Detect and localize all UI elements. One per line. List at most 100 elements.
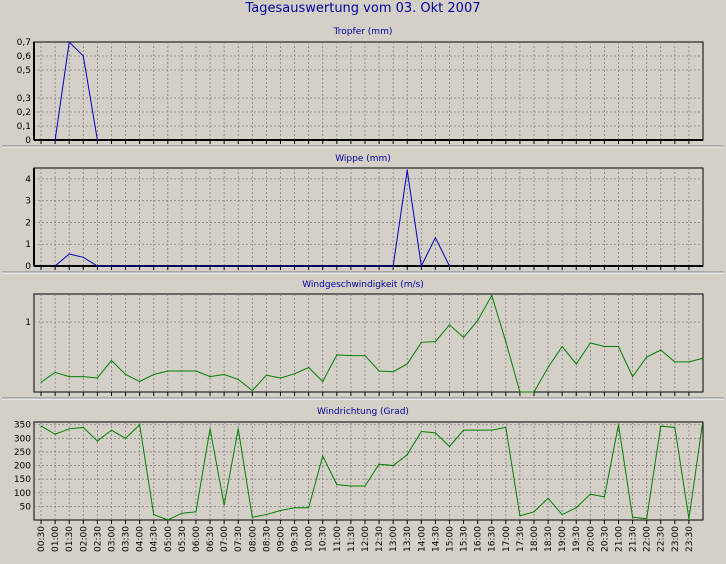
x-tick-label: 05:00 (164, 526, 174, 552)
x-tick-label: 10:00 (305, 526, 315, 552)
data-point (448, 445, 451, 448)
data-point (547, 497, 549, 499)
data-point (68, 376, 70, 378)
data-point (223, 373, 225, 376)
x-tick-label: 20:30 (600, 526, 610, 552)
data-point (420, 265, 422, 267)
data-point (575, 363, 577, 365)
data-point (265, 513, 267, 516)
data-point (617, 345, 620, 348)
y-tick-label: 0 (25, 262, 31, 272)
panel-title: Tropfer (mm) (333, 27, 393, 37)
data-point (322, 380, 324, 383)
panel-title: Windgeschwindigkeit (m/s) (302, 280, 424, 290)
x-tick-label: 10:30 (319, 526, 329, 552)
data-point (54, 433, 56, 435)
y-tick-label: 0,1 (17, 122, 31, 132)
y-tick-label: 0,3 (17, 94, 31, 104)
data-point (674, 361, 676, 363)
data-point (631, 516, 634, 518)
y-tick-label: 200 (14, 462, 31, 472)
data-point (646, 518, 648, 520)
data-point (491, 429, 493, 431)
data-point (237, 428, 239, 430)
data-point (139, 424, 141, 426)
y-tick-label: 300 (14, 434, 31, 444)
data-point (448, 324, 451, 326)
y-tick-label: 350 (14, 421, 31, 431)
data-point (96, 377, 98, 379)
data-point (477, 320, 479, 322)
data-point (124, 437, 127, 439)
data-point (589, 493, 591, 495)
y-tick-label: 250 (14, 448, 31, 458)
data-point (82, 426, 84, 429)
data-point (350, 485, 352, 487)
data-point (279, 377, 282, 379)
data-point (181, 512, 183, 514)
data-point (448, 265, 451, 267)
data-point (110, 359, 113, 362)
data-point (209, 428, 211, 430)
data-point (603, 496, 606, 498)
x-tick-label: 04:30 (150, 526, 160, 552)
data-point (434, 432, 436, 434)
data-point (701, 357, 704, 359)
panel-title: Wippe (mm) (335, 154, 391, 164)
data-point (646, 356, 648, 358)
data-point (68, 428, 70, 430)
data-point (336, 484, 338, 486)
x-tick-label: 19:30 (572, 526, 582, 552)
data-point (68, 253, 70, 255)
x-tick-label: 22:00 (643, 526, 653, 552)
x-tick-label: 23:00 (671, 526, 681, 552)
chart-panel-4: Windrichtung (Grad) 50 100 150 200 250 300 350 (14, 407, 704, 524)
plot-frame (33, 41, 704, 141)
data-point (293, 507, 296, 509)
data-point (519, 515, 521, 517)
x-tick-label: 05:30 (178, 526, 188, 552)
x-tick-label: 21:00 (614, 526, 624, 552)
y-tick-label: 0,6 (17, 52, 32, 62)
y-tick-label: 2 (25, 218, 31, 228)
y-tick-label: 0,2 (17, 108, 31, 118)
data-point (364, 485, 366, 487)
x-tick-label: 12:00 (361, 526, 371, 552)
data-point (237, 378, 239, 380)
x-tick-label: 01:30 (65, 526, 75, 552)
data-point (491, 294, 493, 296)
data-point (561, 513, 563, 516)
data-point (40, 425, 42, 427)
x-tick-label: 07:30 (234, 526, 244, 552)
x-tick-label: 02:00 (79, 526, 89, 552)
data-point (434, 341, 436, 343)
x-tick-label: 18:30 (544, 526, 554, 552)
data-point (420, 430, 422, 433)
chart-panel-2: Wippe (mm) 0 1 2 3 4 (2, 154, 724, 274)
x-tick-label: 14:00 (417, 526, 427, 552)
data-point (96, 440, 98, 442)
x-tick-label: 14:30 (431, 526, 441, 552)
y-tick-label: 4 (25, 175, 31, 185)
panel-title: Windrichtung (Grad) (317, 407, 409, 417)
x-tick-label: 17:00 (502, 526, 512, 552)
x-tick-label: 15:00 (445, 526, 455, 552)
data-point (82, 376, 84, 378)
x-tick-label: 06:30 (206, 526, 216, 552)
data-point (378, 463, 380, 465)
data-point (293, 373, 296, 375)
data-point (195, 511, 197, 513)
y-tick-label: 100 (14, 489, 31, 499)
x-tick-label: 07:00 (220, 526, 230, 552)
data-point (561, 345, 563, 348)
data-point (251, 516, 253, 518)
data-point (660, 425, 662, 427)
data-point (96, 139, 98, 141)
data-point (420, 341, 422, 343)
data-point (153, 373, 155, 376)
x-tick-label: 16:30 (488, 526, 498, 552)
x-tick-label: 19:00 (558, 526, 568, 552)
data-point (617, 424, 620, 426)
